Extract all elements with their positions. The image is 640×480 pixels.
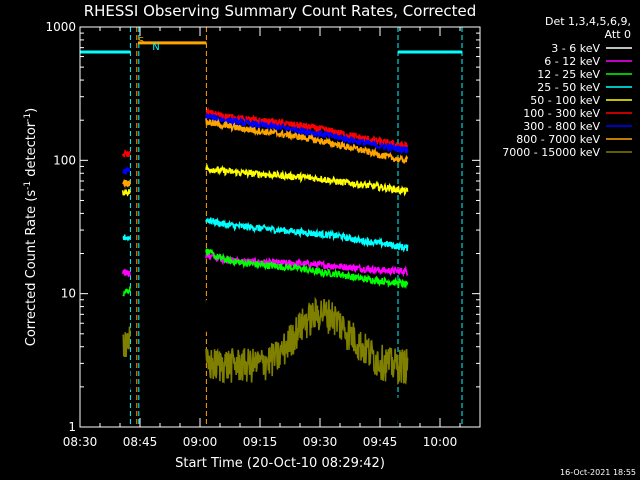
series-8-segment-1 [122,326,131,358]
x-tick-label: 09:30 [303,435,338,449]
series-0-segment-2 [205,300,409,425]
x-tick-label: 09:00 [183,435,218,449]
x-tick-label: 10:00 [423,435,458,449]
legend-label-1: 6 - 12 keV [544,55,600,68]
chart-title: RHESSI Observing Summary Count Rates, Co… [84,2,477,20]
legend-label-7: 800 - 7000 keV [516,133,600,146]
series-4-segment-1 [122,188,131,197]
series-2-segment-2 [205,248,409,290]
legend-label-2: 12 - 25 keV [537,68,600,81]
y-tick-label: 10 [61,287,76,301]
series-8-segment-2 [205,296,409,385]
y-tick-label: 1 [68,420,76,434]
y-tick-label: 1000 [45,20,76,34]
series-7-segment-2 [205,118,409,164]
series-0-segment-1 [122,351,131,393]
footer-date: 16-Oct-2021 18:55 [560,468,636,477]
x-tick-label: 09:15 [243,435,278,449]
series-4-segment-2 [205,164,409,197]
legend-label-8: 7000 - 15000 keV [502,146,600,159]
series-7-segment-1 [122,178,131,189]
legend-label-0: 3 - 6 keV [551,42,600,55]
series-6-segment-1 [122,165,131,175]
series-1-segment-1 [122,268,131,278]
y-axis-label: Corrected Count Rate (s-1 detector-1) [23,108,39,346]
legend-label-3: 25 - 50 keV [537,81,600,94]
legend-label-6: 300 - 800 keV [523,120,600,133]
x-tick-label: 08:45 [123,435,158,449]
series-3-segment-2 [205,217,409,253]
legend-label-4: 50 - 100 keV [530,94,600,107]
legend-header-line1: Det 1,3,4,5,6,9, [545,15,631,28]
series-5-segment-1 [122,149,131,158]
legend-label-5: 100 - 300 keV [523,107,600,120]
series-3-segment-1 [122,234,131,242]
x-tick-label: 09:45 [363,435,398,449]
x-tick-label: 08:30 [63,435,98,449]
legend-header-line2: Att 0 [605,28,631,41]
night-marker: N [152,42,159,53]
x-axis-label: Start Time (20-Oct-10 08:29:42) [175,456,385,471]
y-tick-label: 100 [53,153,76,167]
saa-marker: S [138,36,144,47]
series-2-segment-1 [122,286,131,297]
plot-area: 1 10 100 1000 08:30 08:45 09:00 09:15 09:30 09:4… [45,20,481,449]
